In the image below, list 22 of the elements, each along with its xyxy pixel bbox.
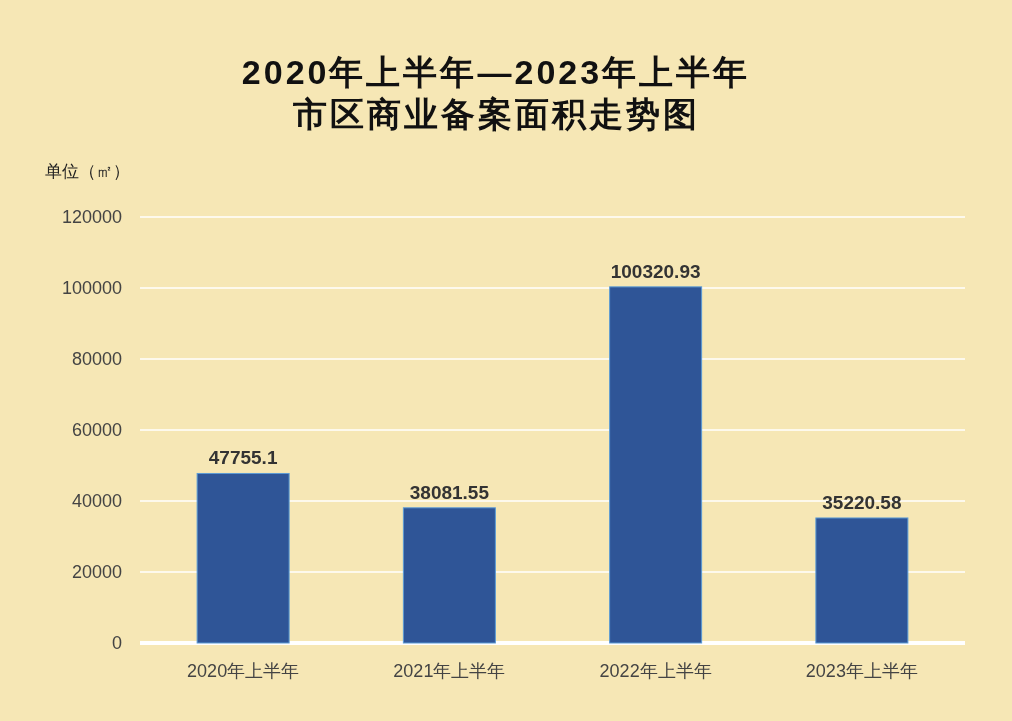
- chart-subtitle: 市区商业备案面积走势图: [291, 95, 700, 133]
- bar: [402, 507, 496, 644]
- y-tick-label: 40000: [71, 491, 122, 511]
- y-tick-label: 80000: [71, 349, 122, 369]
- bar: [196, 472, 290, 644]
- y-tick-label: 100000: [61, 278, 122, 298]
- y-tick-label: 60000: [71, 420, 122, 440]
- y-axis-title: 单位（㎡）: [45, 162, 130, 181]
- data-label: 47755.1: [208, 447, 278, 469]
- bar: [609, 286, 703, 644]
- y-tick-label: 0: [111, 633, 122, 653]
- data-label: 38081.55: [409, 481, 490, 503]
- x-tick-label: 2020年上半年: [187, 661, 300, 681]
- x-tick-label: 2023年上半年: [805, 661, 918, 681]
- y-tick-label: 20000: [71, 562, 122, 582]
- data-label: 100320.93: [610, 260, 701, 282]
- x-tick-label: 2022年上半年: [599, 661, 712, 681]
- x-tick-label: 2021年上半年: [393, 661, 506, 681]
- chart-title: 2020年上半年—2023年上半年: [241, 53, 751, 91]
- data-label: 35220.58: [822, 491, 902, 513]
- bar: [815, 517, 909, 644]
- y-tick-label: 120000: [61, 207, 122, 227]
